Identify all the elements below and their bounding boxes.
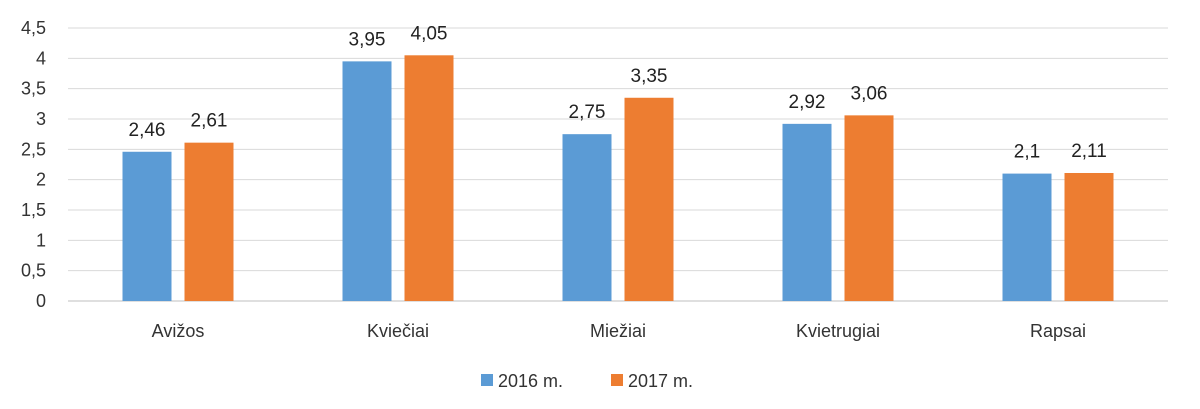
data-label: 2,92 [789,92,826,113]
y-tick-label: 4,5 [21,18,46,38]
legend-label: 2017 m. [628,371,693,391]
data-label: 3,06 [851,83,888,104]
y-tick-label: 3 [36,109,46,129]
x-category-label: Kvietrugiai [796,321,880,341]
x-category-label: Avižos [152,321,205,341]
legend: 2016 m. 2017 m. [481,371,693,391]
y-tick-label: 1 [36,230,46,250]
data-label: 2,61 [191,111,228,132]
bar [184,142,234,301]
data-label: 2,75 [569,102,606,123]
data-labels: 2,46 2,61 3,95 4,05 2,75 3,35 2,92 3,06 2,1 2,11 [129,23,1107,162]
legend-swatch [481,374,493,386]
data-label: 2,11 [1071,141,1107,162]
y-tick-label: 2,5 [21,139,46,159]
legend-item: 2016 m. [481,371,563,391]
y-axis-ticks: 0 0,5 1 1,5 2 2,5 3 3,5 4 4,5 [21,18,46,311]
data-label: 2,46 [129,120,166,141]
bar [624,97,674,302]
bar [122,151,172,301]
bars [122,55,1114,302]
bar [404,55,454,301]
data-label: 3,35 [631,66,668,87]
bar [342,61,392,301]
y-tick-label: 2 [36,170,46,190]
data-label: 4,05 [411,23,448,44]
bar [1002,173,1052,301]
x-category-label: Miežiai [590,321,646,341]
x-axis-categories: Avižos Kviečiai Miežiai Kvietrugiai Rapsai [152,321,1086,341]
y-tick-label: 3,5 [21,79,46,99]
y-tick-label: 1,5 [21,200,46,220]
bar [844,115,894,301]
legend-swatch [611,374,623,386]
legend-item: 2017 m. [611,371,693,391]
y-tick-label: 4 [36,48,46,68]
bar [562,134,612,301]
bar [1064,172,1114,301]
y-tick-label: 0 [36,291,46,311]
data-label: 2,1 [1014,142,1040,163]
legend-label: 2016 m. [498,371,563,391]
gridlines [68,27,1168,302]
x-category-label: Kviečiai [367,321,429,341]
bar [782,123,832,301]
x-category-label: Rapsai [1030,321,1086,341]
y-tick-label: 0,5 [21,261,46,281]
data-label: 3,95 [349,29,386,50]
